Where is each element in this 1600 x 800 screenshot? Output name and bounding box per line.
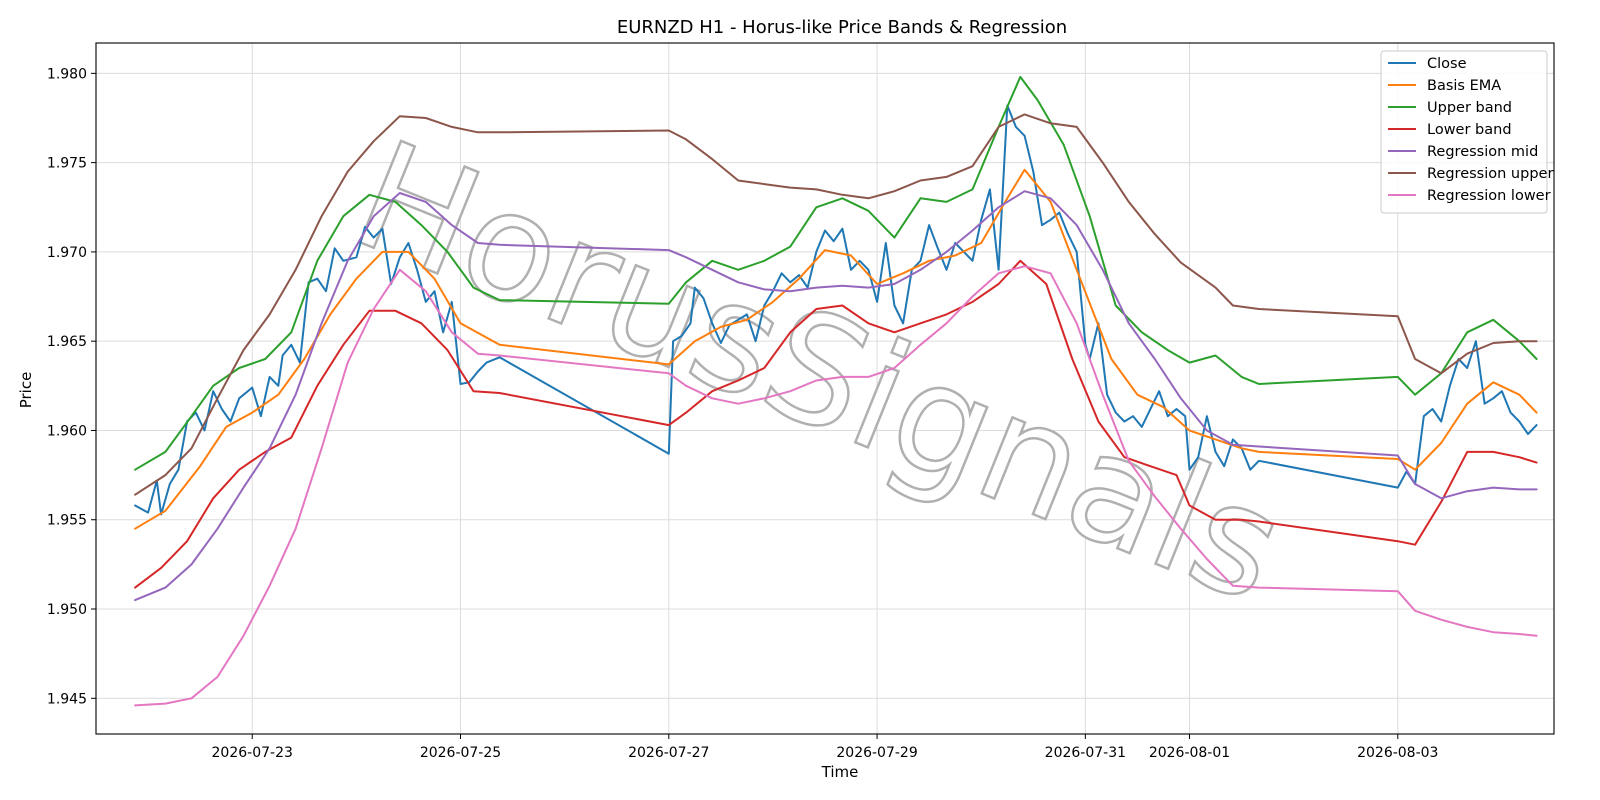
series-line-regression-lower [134, 265, 1538, 707]
legend-label: Lower band [1427, 122, 1512, 138]
y-tick-label: 1.960 [47, 423, 87, 439]
x-tick-label: 2026-07-29 [836, 745, 917, 761]
series-line-upper-band [134, 75, 1538, 471]
series-line-regression-mid [134, 190, 1538, 602]
x-tick-label: 2026-07-31 [1045, 745, 1126, 761]
axis-ticks: 2026-07-23 2026-07-25 2026-07-27 2026-07-29… [47, 66, 1439, 761]
y-axis-label: Price [17, 372, 35, 409]
plot-frame [95, 42, 1555, 735]
y-tick-label: 1.965 [47, 334, 87, 350]
grid [96, 43, 1554, 734]
series-line-regression-upper [134, 113, 1538, 496]
y-tick-label: 1.955 [47, 513, 87, 529]
legend-label: Basis EMA [1427, 78, 1501, 94]
y-tick-label: 1.975 [47, 156, 87, 172]
legend-label: Regression upper [1427, 166, 1553, 182]
x-tick-label: 2026-08-01 [1149, 745, 1230, 761]
x-tick-label: 2026-07-23 [212, 745, 293, 761]
y-tick-label: 1.980 [47, 66, 87, 82]
x-axis-label: Time [821, 763, 859, 781]
legend-label: Regression mid [1427, 144, 1538, 160]
legend: Close Basis EMA Upper band Lower band Regres… [1380, 50, 1553, 214]
series-line-lower-band [134, 259, 1538, 589]
y-tick-label: 1.970 [47, 245, 87, 261]
y-tick-label: 1.945 [47, 691, 87, 707]
series-lines [134, 75, 1538, 707]
y-tick-label: 1.950 [47, 602, 87, 618]
legend-label: Upper band [1427, 100, 1512, 116]
series-line-basis-ema [134, 168, 1538, 530]
legend-label: Regression lower [1427, 188, 1551, 204]
legend-box [1380, 50, 1548, 214]
legend-label: Close [1427, 56, 1467, 72]
x-tick-label: 2026-08-03 [1357, 745, 1438, 761]
chart-title: EURNZD H1 - Horus-like Price Bands & Reg… [617, 17, 1067, 38]
x-tick-label: 2026-07-25 [420, 745, 501, 761]
series-line-close [134, 104, 1538, 516]
x-tick-label: 2026-07-27 [628, 745, 709, 761]
